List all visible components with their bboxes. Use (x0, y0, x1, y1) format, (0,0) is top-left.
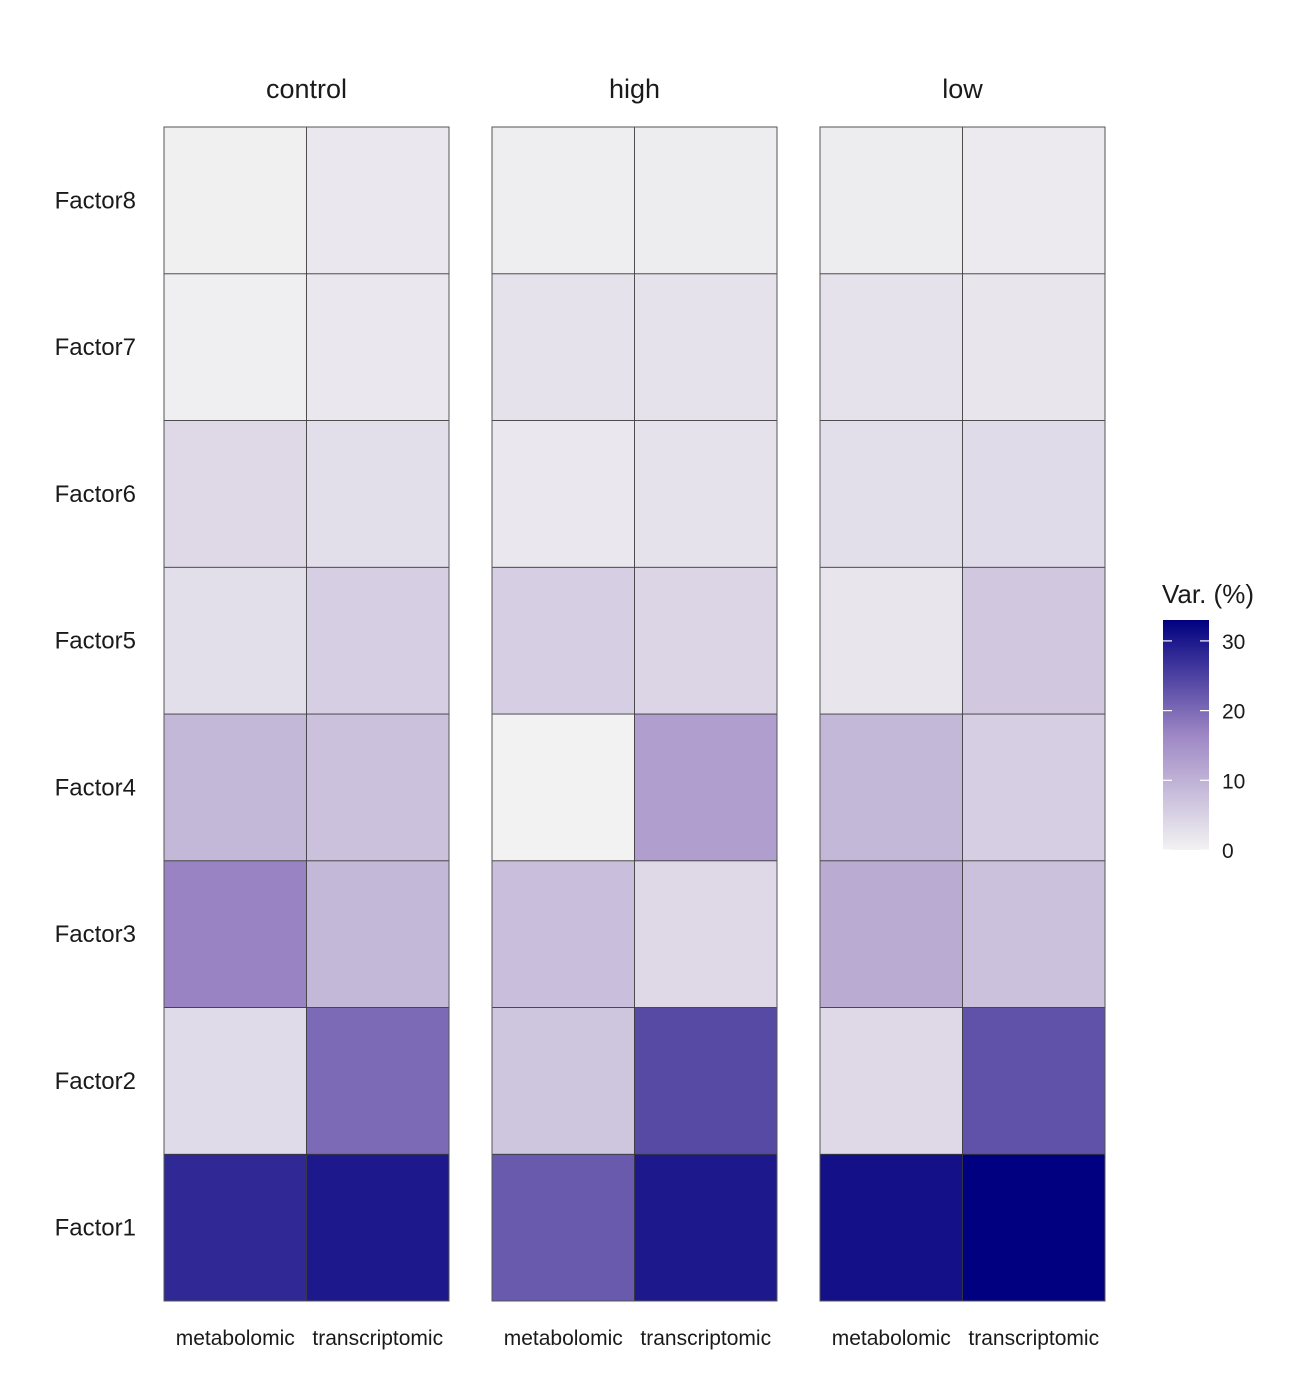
cell-low-metabolomic-Factor3 (819, 860, 963, 1008)
cell-high-metabolomic-Factor3 (491, 860, 635, 1008)
cell-control-transcriptomic-Factor5 (306, 566, 450, 715)
y-label-Factor1: Factor1 (55, 1215, 136, 1242)
cell-control-transcriptomic-Factor7 (306, 273, 450, 421)
legend-tick-label: 0 (1222, 840, 1234, 863)
x-label-low-transcriptomic: transcriptomic (968, 1327, 1099, 1350)
cell-high-metabolomic-Factor7 (491, 273, 635, 421)
facet-title-control: control (266, 74, 347, 104)
cell-control-metabolomic-Factor7 (163, 273, 307, 421)
factor-labels: Factor1 Factor2 Factor3 Factor4 Factor5 Facto… (55, 187, 136, 1241)
panel-border-control (163, 126, 450, 1302)
cell-high-transcriptomic-Factor3 (634, 860, 778, 1008)
y-label-Factor7: Factor7 (55, 334, 136, 361)
x-label-high-metabolomic: metabolomic (504, 1327, 623, 1350)
cell-control-metabolomic-Factor5 (163, 566, 307, 715)
legend-ticks: 0 10 20 30 (1163, 631, 1245, 863)
cell-high-transcriptomic-Factor7 (634, 273, 778, 421)
legend-colorbar (1163, 620, 1209, 850)
y-label-Factor8: Factor8 (55, 187, 136, 214)
panel-border-low (819, 126, 1106, 1302)
cell-high-metabolomic-Factor6 (491, 420, 635, 568)
cell-high-metabolomic-Factor8 (491, 126, 635, 275)
legend-tick-label: 30 (1222, 631, 1245, 654)
cell-high-transcriptomic-Factor5 (634, 566, 778, 715)
x-label-high-transcriptomic: transcriptomic (640, 1327, 771, 1350)
cell-high-metabolomic-Factor1 (491, 1153, 635, 1302)
cell-control-transcriptomic-Factor8 (306, 126, 450, 275)
cell-high-metabolomic-Factor4 (491, 713, 635, 862)
cell-control-transcriptomic-Factor2 (306, 1007, 450, 1155)
cell-low-metabolomic-Factor1 (819, 1153, 963, 1302)
cell-high-transcriptomic-Factor1 (634, 1153, 778, 1302)
legend-tick-label: 10 (1222, 770, 1245, 793)
facet-title-high: high (609, 74, 660, 104)
cell-high-transcriptomic-Factor2 (634, 1007, 778, 1155)
cell-control-transcriptomic-Factor4 (306, 713, 450, 862)
cell-control-transcriptomic-Factor3 (306, 860, 450, 1008)
panel-border-high (491, 126, 778, 1302)
y-label-Factor3: Factor3 (55, 921, 136, 948)
cell-low-metabolomic-Factor7 (819, 273, 963, 421)
cell-low-transcriptomic-Factor2 (962, 1007, 1106, 1155)
cell-control-transcriptomic-Factor6 (306, 420, 450, 568)
panel-low: low metabolomic transcriptomic (819, 74, 1106, 1350)
y-label-Factor4: Factor4 (55, 774, 136, 801)
cell-control-metabolomic-Factor6 (163, 420, 307, 568)
cell-high-metabolomic-Factor2 (491, 1007, 635, 1155)
cell-low-metabolomic-Factor6 (819, 420, 963, 568)
cell-low-metabolomic-Factor8 (819, 126, 963, 275)
x-label-control-transcriptomic: transcriptomic (312, 1327, 443, 1350)
cell-high-transcriptomic-Factor8 (634, 126, 778, 275)
cell-low-transcriptomic-Factor1 (962, 1153, 1106, 1302)
cell-low-metabolomic-Factor4 (819, 713, 963, 862)
cell-low-metabolomic-Factor5 (819, 566, 963, 715)
cell-high-transcriptomic-Factor6 (634, 420, 778, 568)
cell-low-transcriptomic-Factor5 (962, 566, 1106, 715)
cell-low-transcriptomic-Factor6 (962, 420, 1106, 568)
cell-low-metabolomic-Factor2 (819, 1007, 963, 1155)
cell-control-transcriptomic-Factor1 (306, 1153, 450, 1302)
cell-control-metabolomic-Factor3 (163, 860, 307, 1008)
y-label-Factor2: Factor2 (55, 1068, 136, 1095)
cell-low-transcriptomic-Factor7 (962, 273, 1106, 421)
cell-control-metabolomic-Factor1 (163, 1153, 307, 1302)
panel-control: control metabolomic transcriptomic (163, 74, 450, 1350)
x-label-control-metabolomic: metabolomic (176, 1327, 295, 1350)
legend: Var. (%) 0 10 20 30 (1162, 579, 1254, 863)
cell-high-transcriptomic-Factor4 (634, 713, 778, 862)
cell-control-metabolomic-Factor2 (163, 1007, 307, 1155)
x-label-low-metabolomic: metabolomic (832, 1327, 951, 1350)
facet-title-low: low (942, 74, 983, 104)
heatmap-panels: control metabolomic transcriptomic high meta… (163, 74, 1106, 1350)
cell-control-metabolomic-Factor4 (163, 713, 307, 862)
y-label-Factor5: Factor5 (55, 628, 136, 655)
legend-tick-label: 20 (1222, 701, 1245, 724)
cell-low-transcriptomic-Factor3 (962, 860, 1106, 1008)
cell-control-metabolomic-Factor8 (163, 126, 307, 275)
panel-high: high metabolomic transcriptomic (491, 74, 778, 1350)
cell-high-metabolomic-Factor5 (491, 566, 635, 715)
cell-low-transcriptomic-Factor8 (962, 126, 1106, 275)
y-label-Factor6: Factor6 (55, 481, 136, 508)
legend-title: Var. (%) (1162, 579, 1254, 609)
cell-low-transcriptomic-Factor4 (962, 713, 1106, 862)
